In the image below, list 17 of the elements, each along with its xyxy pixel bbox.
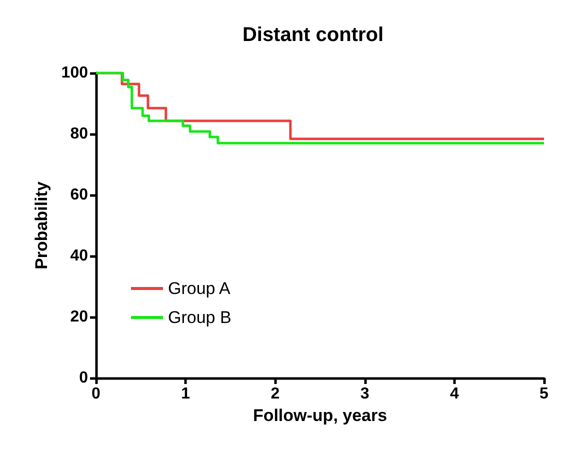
legend-label: Group A (168, 279, 232, 298)
x-tick-label: 2 (270, 386, 280, 402)
y-axis-title: Probability (32, 181, 51, 270)
y-tick-label: 100 (61, 64, 88, 82)
y-tick-label: 0 (79, 370, 88, 386)
y-tick-label: 80 (70, 126, 88, 142)
chart-title: Distant control (242, 24, 384, 46)
x-tick-label: 5 (540, 386, 549, 402)
y-tick-label: 60 (70, 186, 88, 204)
y-tick-label: 40 (70, 248, 88, 264)
y-tick-label: 20 (70, 308, 88, 326)
x-tick-label: 0 (92, 386, 101, 402)
x-tick-label: 4 (450, 386, 459, 402)
x-tick-label: 1 (181, 386, 190, 402)
legend-label: Group B (168, 308, 232, 327)
x-axis-title: Follow-up, years (252, 406, 388, 425)
x-tick-label: 3 (360, 386, 370, 402)
